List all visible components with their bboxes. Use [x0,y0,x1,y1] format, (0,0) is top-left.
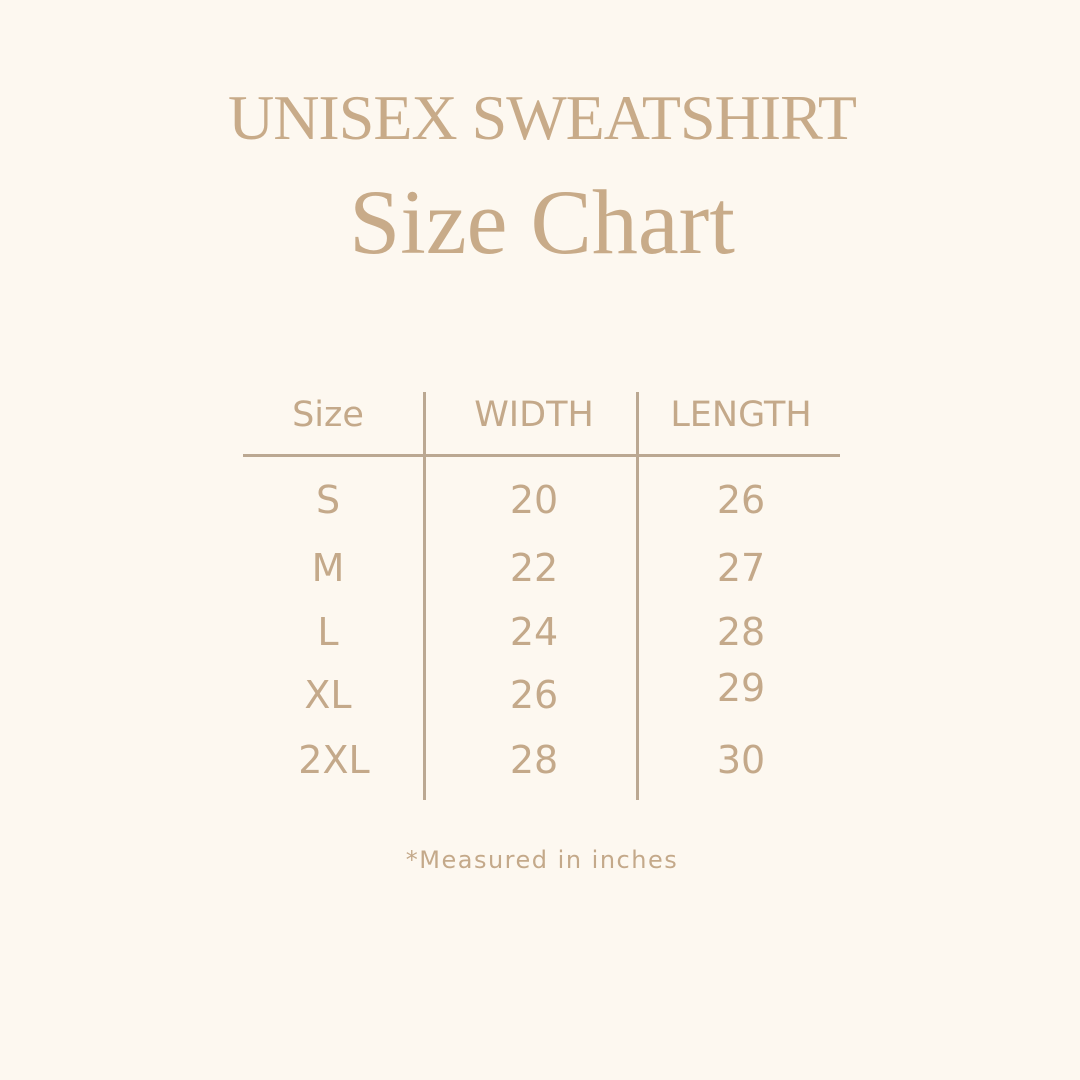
length-cell: 30 [716,738,766,782]
column-header-length: LENGTH [670,395,812,435]
width-cell: 26 [509,673,559,717]
page-title: Size Chart [349,171,735,273]
length-cell: 27 [716,546,766,590]
column-header-width: WIDTH [474,395,594,435]
width-cell: 20 [509,478,559,522]
size-cell: M [311,546,345,590]
column-divider [423,392,426,800]
size-cell: XL [304,673,352,717]
size-cell: L [317,610,339,654]
column-header-size: Size [292,395,364,435]
header-divider [243,454,840,457]
width-cell: 28 [509,738,559,782]
length-cell: 26 [716,478,766,522]
size-cell: S [315,478,341,522]
measurement-footnote: *Measured in inches [405,846,679,874]
width-cell: 24 [509,610,559,654]
product-title: UNISEX SWEATSHIRT [227,82,857,153]
size-cell: 2XL [298,738,370,782]
length-cell: 28 [716,610,766,654]
width-cell: 22 [509,546,559,590]
length-cell: 29 [716,666,766,710]
column-divider [636,392,639,800]
